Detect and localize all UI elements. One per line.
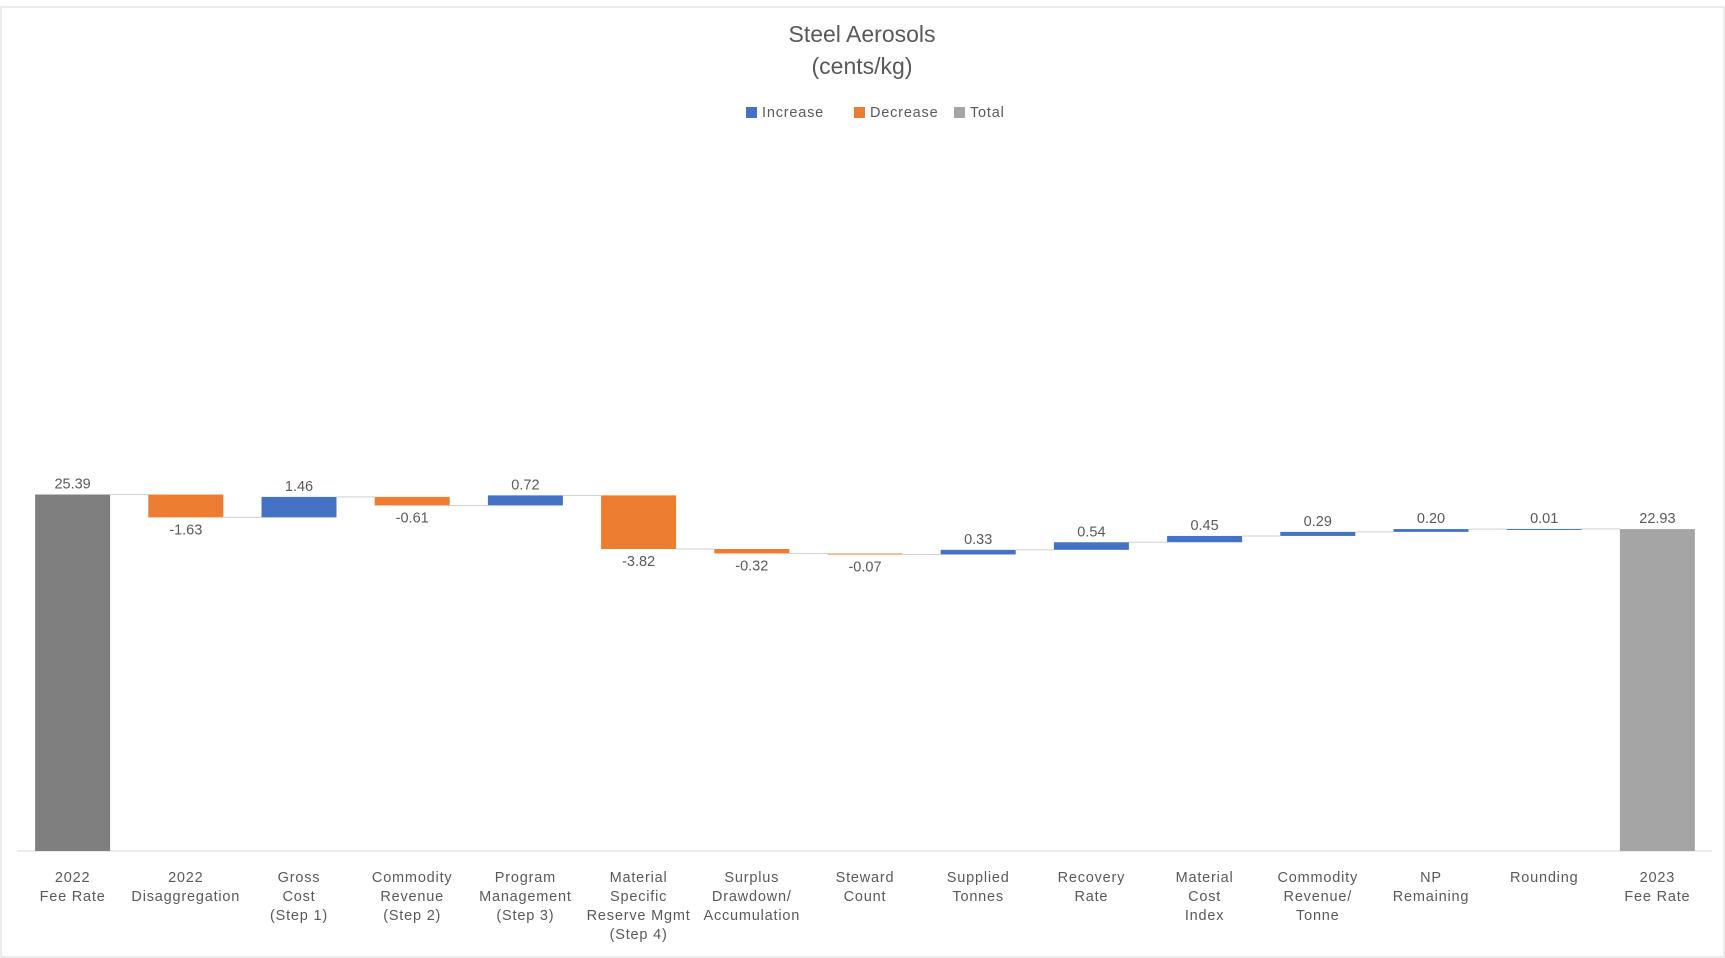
x-tick-label-line: Reserve Mgmt [587,908,691,924]
bar [1619,529,1695,851]
chart-title: Steel Aerosols [788,21,935,47]
bar [1053,542,1129,550]
x-tick-label-line: Revenue/ [1284,889,1353,905]
x-tick-label-line: NP [1420,870,1442,886]
bar [1506,528,1582,530]
x-tick-label-line: Recovery [1058,870,1126,886]
x-tick-label-line: Rounding [1510,870,1578,886]
x-tick-label: Commodity Revenue/Tonne [1278,870,1359,924]
x-tick-label: Surplus Drawdown/Accumulation [703,870,800,924]
bar [148,494,224,518]
x-tick-label-line: 2022 [55,870,90,886]
data-label: -0.61 [396,510,429,526]
legend-swatch [854,107,865,118]
legend-label: Total [970,105,1005,121]
x-tick-label: Gross Cost (Step 1) [270,870,328,924]
x-tick-label: Rounding [1510,870,1578,886]
x-tick-label-line: (Step 2) [383,908,441,924]
x-tick-label: 2022 Fee Rate [40,870,106,905]
legend-label: Increase [762,105,824,121]
x-tick-label-line: Count [844,889,887,905]
x-tick-label: Supplied Tonnes [947,870,1010,905]
bar [374,496,450,506]
x-tick-label-line: Tonne [1296,908,1340,924]
data-label: 0.20 [1417,511,1445,527]
data-label: 0.54 [1077,524,1105,540]
chart-frame [0,6,1725,958]
bar [1167,535,1243,543]
bar [35,494,111,851]
data-label: 25.39 [54,477,90,493]
bar [940,549,1016,555]
x-tick-label-line: Management [479,889,572,905]
x-tick-label: Material Specific Reserve Mgmt (Step 4) [587,870,691,943]
x-tick-label-line: Drawdown/ [712,889,792,905]
x-tick-label-line: 2022 [168,870,203,886]
x-tick-label-line: (Step 4) [610,927,668,943]
x-tick-label: Steward Count [836,870,895,905]
x-tick-label: Material Cost Index [1176,870,1234,924]
x-tick-label-line: Fee Rate [40,889,106,905]
x-tick-label-line: Commodity [372,870,453,886]
data-label: 0.33 [964,532,992,548]
x-tick-label-line: Fee Rate [1624,889,1690,905]
x-tick-label-line: Gross [278,870,321,886]
data-label: -3.82 [622,554,655,570]
x-tick-label-line: Rate [1074,889,1108,905]
bar [261,496,337,518]
x-tick-label: Recovery Rate [1058,870,1126,905]
bar [714,548,790,554]
x-tick-label-line: (Step 1) [270,908,328,924]
legend-label: Decrease [870,105,938,121]
x-tick-label-line: Accumulation [703,908,800,924]
x-tick-label: Commodity Revenue (Step 2) [372,870,453,924]
x-tick-label-line: 2023 [1640,870,1675,886]
x-tick-label-line: Surplus [724,870,779,886]
bar [1280,531,1356,536]
x-tick-label-line: Revenue [380,889,444,905]
x-tick-label-line: Supplied [947,870,1010,886]
bar [1393,529,1469,532]
data-label: 0.45 [1190,518,1218,534]
x-tick-label-line: Commodity [1278,870,1359,886]
chart-title: (cents/kg) [812,53,913,79]
x-tick-label: Program Management (Step 3) [479,870,572,924]
x-tick-label-line: Specific [610,889,667,905]
x-tick-label-line: Program [495,870,556,886]
bar [827,553,903,555]
legend-swatch [746,107,757,118]
data-label: 1.46 [285,479,313,495]
x-tick-label-line: Cost [1188,889,1221,905]
data-label: -0.07 [848,559,881,575]
x-tick-label: NP Remaining [1393,870,1470,905]
x-tick-label-line: Material [1176,870,1234,886]
data-label: 0.01 [1530,511,1558,527]
data-label: 0.72 [511,477,539,493]
data-label: 22.93 [1639,511,1675,527]
x-tick-label-line: Disaggregation [131,889,240,905]
x-tick-label: 2022 Disaggregation [131,870,240,905]
x-tick-label-line: Remaining [1393,889,1470,905]
x-tick-label: 2023 Fee Rate [1624,870,1690,905]
x-tick-label-line: Cost [282,889,315,905]
x-tick-label-line: Steward [836,870,895,886]
x-tick-label-line: Index [1185,908,1224,924]
x-tick-label-line: Material [610,870,668,886]
data-label: 0.29 [1304,514,1332,530]
legend-swatch [954,107,965,118]
data-label: -0.32 [735,558,768,574]
x-tick-label-line: Tonnes [952,889,1004,905]
bar [487,495,563,506]
data-label: -1.63 [169,522,202,538]
bar [601,495,677,549]
x-tick-label-line: (Step 3) [496,908,554,924]
